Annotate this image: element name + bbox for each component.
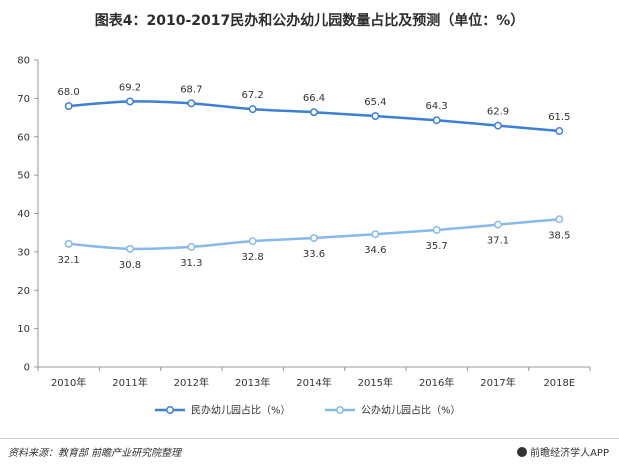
data-point <box>126 244 134 253</box>
data-label: 61.5 <box>548 112 570 123</box>
y-tick-label: 40 <box>17 209 30 220</box>
y-tick-label: 0 <box>24 363 30 374</box>
x-tick-label: 2017年 <box>480 376 515 389</box>
data-point <box>432 226 441 234</box>
x-tick-label: 2016年 <box>419 376 454 389</box>
series-line <box>68 218 560 251</box>
legend-label: 民办幼儿园占比（%） <box>191 404 291 417</box>
data-label: 68.7 <box>180 84 202 95</box>
data-label: 30.8 <box>119 260 141 271</box>
series-1: 68.0 69.2 68.7 67.2 66.4 65.4 64.3 62.9 61.5 <box>58 82 570 135</box>
legend-swatch-marker <box>166 406 174 414</box>
data-label: 69.2 <box>119 82 141 93</box>
data-label: 64.3 <box>426 101 448 112</box>
data-label: 62.9 <box>487 107 509 118</box>
data-point <box>64 102 73 111</box>
data-label: 33.6 <box>303 249 325 260</box>
x-tick-label: 2013年 <box>235 376 270 389</box>
source-note: 资料来源：教育部 前瞻产业研究院整理 <box>8 448 182 459</box>
series-line <box>68 100 560 133</box>
y-axis: 0 10 20 30 40 50 60 70 80 <box>17 56 39 374</box>
y-tick-label: 30 <box>17 247 30 258</box>
data-point <box>494 220 502 229</box>
data-point <box>248 237 257 246</box>
y-tick-label: 50 <box>17 171 30 182</box>
y-tick-label: 80 <box>17 56 30 67</box>
data-label: 67.2 <box>242 90 264 101</box>
legend-label: 公办幼儿园占比（%） <box>361 404 461 417</box>
data-point <box>494 121 502 130</box>
x-tick-label: 2010年 <box>51 376 86 389</box>
data-label: 34.6 <box>364 245 386 256</box>
brand-credit: 前瞻经济学人APP <box>517 444 609 459</box>
legend: 民办幼儿园占比（%） 公办幼儿园占比（%） <box>155 404 461 417</box>
y-tick-label: 70 <box>17 94 30 105</box>
series-2: 32.1 30.8 31.3 32.8 33.6 34.6 35.7 37.1 38.5 <box>58 215 570 271</box>
data-label: 32.8 <box>242 252 264 263</box>
data-point <box>126 97 134 106</box>
data-point <box>555 127 564 135</box>
y-tick-label: 10 <box>17 324 30 335</box>
data-point <box>371 230 380 239</box>
x-tick-label: 2018E <box>543 378 575 389</box>
data-point <box>310 234 318 243</box>
chart-title: 图表4：2010-2017民办和公办幼儿园数量占比及预测（单位：%） <box>94 13 525 29</box>
qianzhan-logo-icon <box>517 447 528 457</box>
x-tick-label: 2014年 <box>296 376 331 389</box>
data-point <box>371 112 380 120</box>
data-point <box>432 116 441 125</box>
x-tick-label: 2011年 <box>112 376 147 389</box>
x-tick-label: 2015年 <box>358 376 393 389</box>
x-tick-label: 2012年 <box>174 376 209 389</box>
data-label: 66.4 <box>303 93 325 104</box>
data-point <box>248 105 257 114</box>
legend-swatch-marker <box>336 406 344 414</box>
data-label: 32.1 <box>58 255 80 266</box>
legend-item-1: 民办幼儿园占比（%） <box>155 404 291 417</box>
data-label: 31.3 <box>180 258 202 269</box>
y-tick-label: 20 <box>17 286 30 297</box>
data-label: 68.0 <box>58 87 80 98</box>
brand-label: 前瞻经济学人APP <box>530 448 609 459</box>
data-label: 65.4 <box>364 97 386 108</box>
data-point <box>310 108 318 117</box>
y-tick-label: 60 <box>17 132 30 143</box>
data-label: 35.7 <box>426 241 448 252</box>
x-axis: 2010年 2011年 2012年 2013年 2014年 2015年 2016年 2017年… <box>37 366 591 389</box>
data-point <box>187 242 196 251</box>
data-point <box>187 99 196 108</box>
data-label: 38.5 <box>548 230 570 241</box>
data-label: 37.1 <box>487 236 509 247</box>
series-layer: 68.0 69.2 68.7 67.2 66.4 65.4 64.3 62.9 61.5 32.1… <box>58 82 571 270</box>
data-point <box>555 215 564 224</box>
legend-item-2: 公办幼儿园占比（%） <box>325 404 461 417</box>
footer-divider <box>0 438 619 439</box>
data-point <box>64 239 73 248</box>
